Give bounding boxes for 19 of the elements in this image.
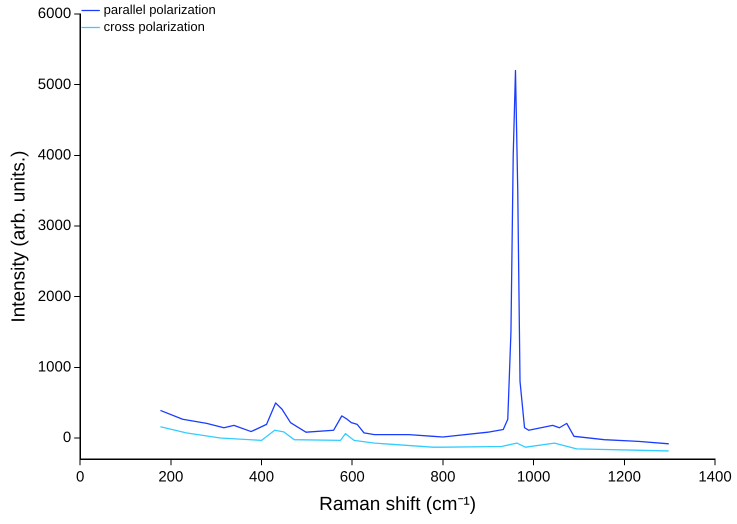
legend-label: cross polarization — [104, 19, 205, 34]
y-tick-label: 1000 — [38, 358, 72, 376]
y-tick-label: 6000 — [38, 5, 72, 22]
x-tick-label: 600 — [340, 468, 365, 486]
x-tick-label: 800 — [430, 468, 456, 486]
y-tick-label: 2000 — [38, 288, 72, 305]
x-tick-label: 1400 — [698, 468, 732, 486]
y-axis-title: Intensity (arb. units.) — [8, 150, 30, 323]
y-tick-label: 5000 — [38, 76, 72, 93]
x-tick-label: 1000 — [516, 468, 550, 486]
y-tick-label: 3000 — [38, 217, 72, 234]
y-tick-label: 0 — [62, 429, 72, 446]
x-axis-title: Raman shift (cm⁻¹) — [319, 494, 476, 515]
x-tick-label: 400 — [249, 468, 274, 486]
x-tick-label: 200 — [158, 468, 184, 486]
legend-label: parallel polarization — [104, 2, 216, 18]
y-tick-label: 4000 — [38, 146, 72, 164]
x-tick-label: 1200 — [608, 468, 641, 486]
x-tick-label: 0 — [76, 468, 84, 486]
